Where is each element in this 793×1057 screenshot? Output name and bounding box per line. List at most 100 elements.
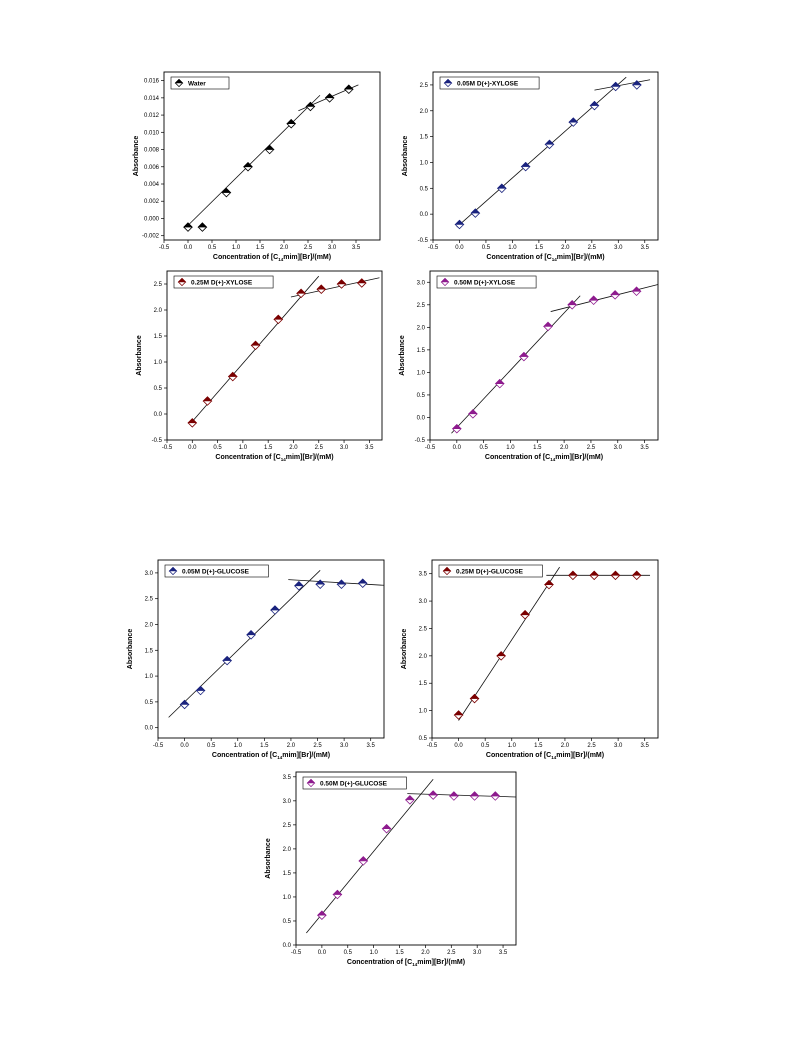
x-tick-label: 2.0	[561, 743, 570, 749]
x-axis-title-sub: 14	[551, 755, 557, 760]
y-tick-label: 1.0	[283, 895, 292, 901]
y-tick-label: 2.5	[417, 303, 426, 309]
x-tick-label: 2.0	[280, 245, 289, 251]
x-axis-title-sub: 14	[278, 257, 284, 262]
y-tick-label: 1.5	[419, 681, 428, 687]
x-tick-label: 0.0	[453, 445, 462, 451]
y-tick-label: 0.5	[417, 393, 426, 399]
x-axis-title-pre: Concentration of [C	[486, 752, 551, 759]
y-tick-label: 2.5	[154, 282, 163, 288]
data-point	[356, 278, 367, 288]
x-axis-title-pre: Concentration of [C	[347, 959, 412, 966]
data-point	[404, 795, 415, 805]
plot-frame	[431, 559, 659, 739]
data-point	[202, 396, 213, 406]
fit-line	[290, 277, 380, 298]
legend-marker	[177, 277, 187, 287]
data-point	[453, 710, 464, 720]
data-point	[264, 144, 275, 155]
data-point	[357, 578, 368, 588]
x-tick-label: -0.5	[425, 445, 436, 451]
x-axis-title-pre: Concentration of [C	[215, 454, 280, 461]
legend: 0.05M D(+)-XYLOSE	[439, 76, 540, 90]
x-axis-title: Concentration of [C14mim][Br]/(mM)	[213, 254, 331, 262]
data-point	[470, 208, 481, 218]
legend-marker	[168, 566, 178, 576]
data-point	[227, 371, 238, 382]
x-axis-title-sub: 14	[277, 755, 283, 760]
legend-box	[164, 564, 269, 578]
data-point	[316, 910, 327, 920]
y-axis-title: Absorbance	[399, 335, 406, 376]
x-axis-title: Concentration of [C14mim][Br]/(mM)	[347, 959, 465, 967]
y-tick-label: 1.0	[420, 160, 429, 166]
y-tick-label: 1.5	[145, 648, 154, 654]
x-axis-title: Concentration of [C14mim][Br]/(mM)	[215, 454, 333, 462]
y-tick-label: 0.5	[283, 919, 292, 925]
y-tick-label: 1.0	[154, 360, 163, 366]
y-tick-label: 0.5	[420, 186, 429, 192]
y-tick-label: 0.014	[144, 96, 160, 102]
x-axis-title-post: mim][Br]/(mM)	[282, 752, 330, 759]
x-tick-label: -0.5	[291, 950, 302, 956]
data-point	[496, 183, 507, 194]
data-point	[490, 791, 501, 801]
plot-frame	[295, 771, 517, 946]
x-tick-label: 2.5	[447, 950, 456, 956]
y-tick-label: 3.0	[283, 799, 292, 805]
y-tick-label: 0.012	[144, 113, 160, 119]
y-tick-label: 0.0	[145, 726, 154, 732]
x-tick-label: 3.5	[640, 445, 649, 451]
data-point	[428, 790, 439, 800]
data-point	[187, 418, 198, 428]
x-tick-label: 2.0	[560, 445, 569, 451]
data-point	[544, 579, 554, 590]
data-point	[336, 579, 347, 590]
legend-label: 0.25M D(+)-GLUCOSE	[456, 569, 524, 576]
plot-frame	[166, 270, 383, 441]
x-tick-label: 2.5	[587, 743, 596, 749]
y-tick-label: 0.0	[420, 212, 429, 218]
fit-line	[189, 275, 320, 425]
y-tick-label: 3.0	[417, 280, 426, 286]
x-tick-label: 3.0	[340, 445, 349, 451]
x-tick-label: 0.0	[184, 245, 193, 251]
x-tick-label: -0.5	[427, 743, 438, 749]
data-point	[588, 295, 599, 306]
y-tick-label: 2.5	[420, 83, 429, 89]
legend-box	[438, 564, 543, 578]
x-axis-title: Concentration of [C14mim][Br]/(mM)	[486, 752, 604, 760]
x-tick-label: 2.0	[561, 245, 570, 251]
x-tick-label: 1.5	[256, 245, 265, 251]
y-tick-label: 0.006	[144, 165, 160, 171]
legend-label: 0.25M D(+)-XYLOSE	[191, 280, 253, 287]
x-tick-label: 1.0	[508, 743, 517, 749]
y-axis-title: Absorbance	[265, 838, 272, 879]
x-axis-title-pre: Concentration of [C	[486, 254, 551, 261]
data-point	[243, 162, 253, 172]
y-tick-label: 0.0	[417, 415, 426, 421]
y-tick-label: 0.000	[144, 216, 160, 222]
data-point	[610, 570, 621, 581]
chart-panel: -0.5 0.0 0.5 1.0 1.5 2.0 2.5 3.0 3.50.00.51.01.5…	[265, 771, 517, 967]
x-tick-label: 3.5	[499, 950, 508, 956]
y-tick-label: 0.5	[419, 736, 428, 742]
x-axis-title: Concentration of [C14mim][Br]/(mM)	[212, 752, 330, 760]
x-axis-title-post: mim][Br]/(mM)	[417, 959, 465, 966]
y-tick-label: -0.5	[152, 438, 163, 444]
x-tick-label: 1.5	[264, 445, 273, 451]
data-point	[543, 321, 553, 332]
y-tick-label: 0.016	[144, 79, 160, 85]
y-tick-label: 3.5	[283, 775, 292, 781]
x-axis-title: Concentration of [C14mim][Br]/(mM)	[485, 454, 603, 462]
x-tick-label: 3.0	[473, 950, 482, 956]
x-axis-title-post: mim][Br]/(mM)	[557, 254, 605, 261]
x-tick-label: 0.0	[454, 743, 463, 749]
x-axis-title-post: mim][Br]/(mM)	[556, 752, 604, 759]
y-axis-title: Absorbance	[401, 629, 408, 670]
data-point	[467, 409, 478, 419]
x-tick-label: 1.5	[533, 445, 542, 451]
legend: 0.25M D(+)-GLUCOSE	[438, 564, 543, 578]
legend: 0.50M D(+)-XYLOSE	[436, 275, 537, 289]
data-point	[631, 570, 642, 581]
